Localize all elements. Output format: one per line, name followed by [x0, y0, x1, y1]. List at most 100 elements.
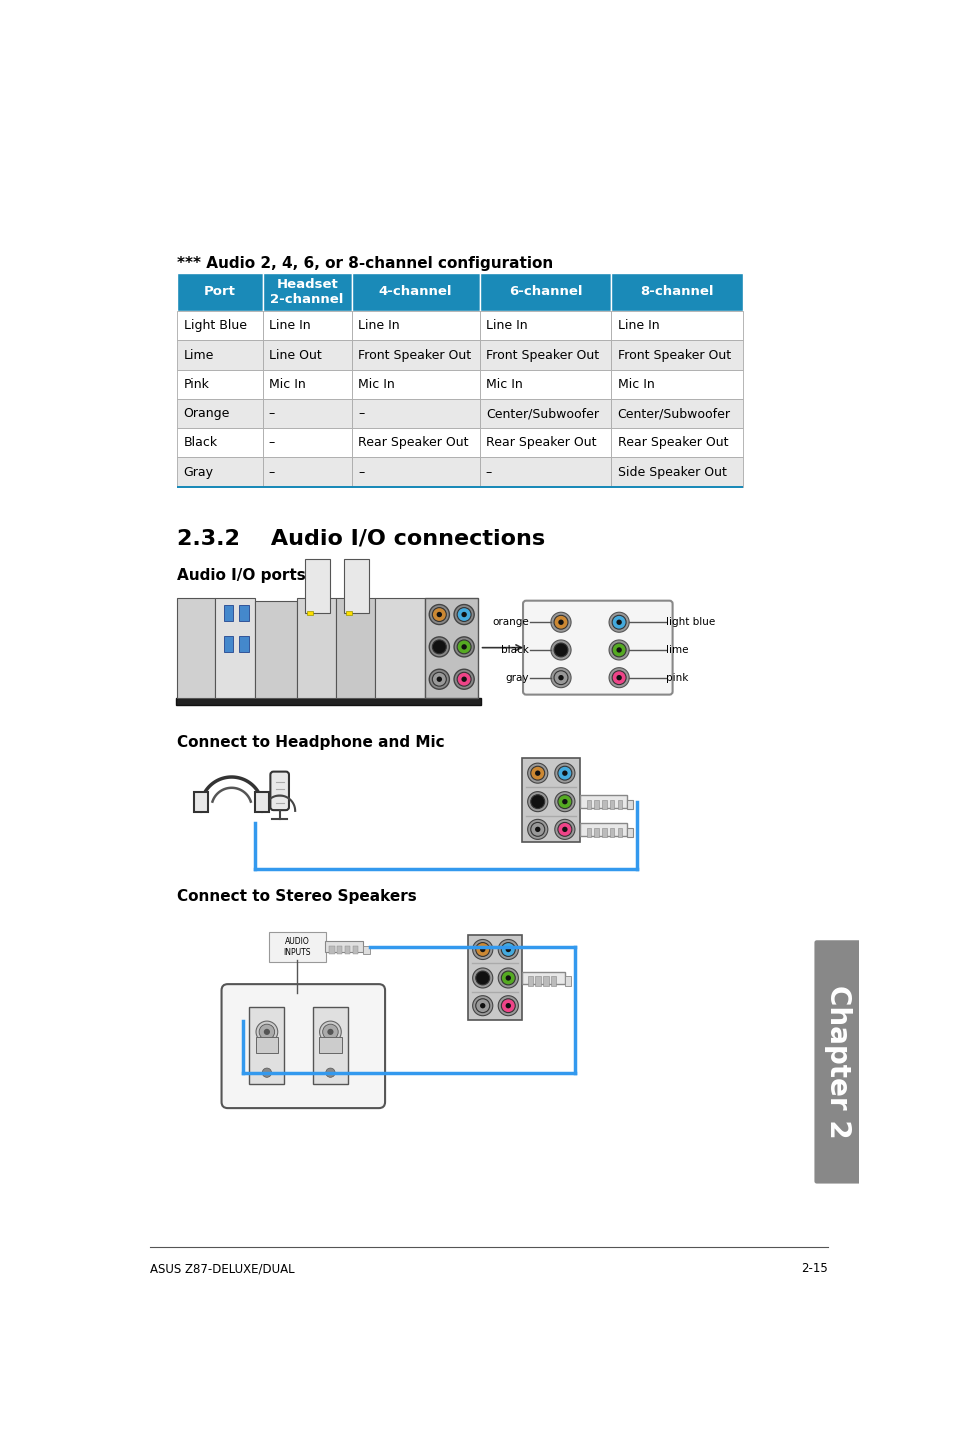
Bar	[352, 429, 479, 457]
Bar	[262, 457, 352, 486]
Bar	[468, 935, 521, 1020]
Text: Chapter 2: Chapter 2	[822, 985, 851, 1139]
Bar	[177, 398, 262, 429]
Bar	[609, 800, 614, 810]
Bar	[479, 457, 611, 486]
Bar	[535, 976, 540, 985]
Circle shape	[436, 611, 441, 617]
Bar	[224, 605, 233, 621]
Circle shape	[429, 637, 449, 657]
Circle shape	[262, 1068, 272, 1077]
Circle shape	[456, 673, 471, 686]
Circle shape	[550, 667, 571, 687]
Bar	[479, 370, 611, 398]
Bar	[307, 611, 313, 614]
Bar	[305, 559, 330, 613]
Circle shape	[554, 670, 567, 684]
Bar	[336, 946, 342, 953]
Circle shape	[497, 995, 517, 1015]
Bar	[262, 429, 352, 457]
Text: 8-channel: 8-channel	[639, 285, 713, 299]
Bar	[352, 273, 479, 311]
Circle shape	[558, 823, 571, 837]
Bar	[617, 828, 621, 837]
Bar	[313, 1007, 348, 1084]
Bar	[177, 341, 262, 370]
Bar	[254, 792, 269, 812]
Text: Port: Port	[204, 285, 235, 299]
Bar	[262, 311, 352, 341]
Bar	[611, 429, 742, 457]
Bar	[425, 598, 477, 697]
Bar	[521, 758, 579, 843]
Text: Front Speaker Out: Front Speaker Out	[617, 348, 730, 361]
Circle shape	[432, 640, 446, 654]
Text: Line In: Line In	[357, 319, 399, 332]
Bar	[586, 828, 591, 837]
Bar	[262, 341, 352, 370]
Text: Mic In: Mic In	[617, 378, 654, 391]
Bar	[255, 1037, 278, 1054]
Circle shape	[432, 608, 446, 621]
Circle shape	[454, 669, 474, 689]
Circle shape	[550, 640, 571, 660]
Bar	[329, 946, 335, 953]
Circle shape	[608, 613, 629, 633]
Circle shape	[554, 643, 567, 657]
Text: AUDIO
INPUTS: AUDIO INPUTS	[283, 936, 311, 956]
Circle shape	[436, 676, 441, 682]
Circle shape	[479, 1004, 485, 1008]
Circle shape	[454, 604, 474, 624]
Text: Mic In: Mic In	[485, 378, 522, 391]
Bar	[345, 611, 352, 614]
Bar	[352, 457, 479, 486]
Bar	[224, 636, 233, 651]
Text: Center/Subwoofer: Center/Subwoofer	[617, 407, 730, 420]
Bar	[611, 311, 742, 341]
Text: Front Speaker Out: Front Speaker Out	[357, 348, 471, 361]
Circle shape	[432, 673, 446, 686]
Circle shape	[616, 674, 621, 680]
Circle shape	[325, 1068, 335, 1077]
Circle shape	[319, 1021, 341, 1043]
Circle shape	[558, 674, 563, 680]
Circle shape	[456, 608, 471, 621]
Circle shape	[476, 971, 489, 985]
Bar	[262, 398, 352, 429]
Text: Headset
2-channel: Headset 2-channel	[271, 278, 343, 306]
Bar	[177, 429, 262, 457]
Circle shape	[561, 800, 567, 804]
Text: Pink: Pink	[183, 378, 210, 391]
Circle shape	[561, 771, 567, 777]
Bar	[344, 559, 369, 613]
Text: Orange: Orange	[183, 407, 230, 420]
Bar	[579, 823, 626, 835]
Circle shape	[608, 667, 629, 687]
Bar	[335, 598, 375, 697]
Circle shape	[535, 800, 540, 804]
Circle shape	[616, 647, 621, 653]
Text: Line In: Line In	[485, 319, 527, 332]
Text: light blue: light blue	[666, 617, 715, 627]
Bar	[319, 1037, 341, 1054]
Bar	[479, 311, 611, 341]
Text: Line Out: Line Out	[269, 348, 321, 361]
Circle shape	[454, 637, 474, 657]
Circle shape	[612, 670, 625, 684]
Circle shape	[461, 676, 466, 682]
Circle shape	[527, 792, 547, 811]
Circle shape	[476, 999, 489, 1012]
Bar	[177, 457, 262, 486]
Bar	[262, 370, 352, 398]
Text: –: –	[485, 466, 492, 479]
Circle shape	[327, 1028, 334, 1035]
Circle shape	[530, 823, 544, 837]
Bar	[254, 601, 297, 697]
Circle shape	[472, 939, 493, 959]
Bar	[601, 828, 606, 837]
Bar	[626, 828, 633, 837]
Text: Side Speaker Out: Side Speaker Out	[617, 466, 725, 479]
Circle shape	[527, 764, 547, 784]
Circle shape	[535, 771, 540, 777]
Circle shape	[616, 620, 621, 626]
